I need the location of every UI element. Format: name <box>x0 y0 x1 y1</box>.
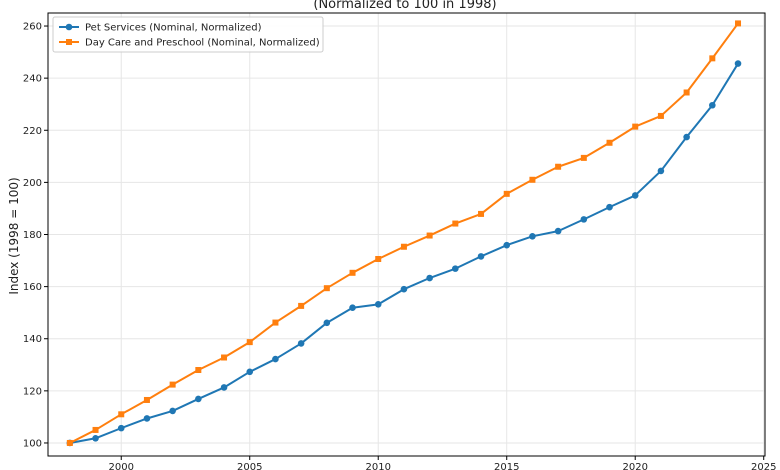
data-point <box>195 367 202 374</box>
data-point <box>580 154 587 161</box>
grid <box>48 13 765 456</box>
data-point <box>709 55 716 62</box>
series-layer <box>66 20 742 447</box>
legend-marker <box>66 39 72 45</box>
data-point <box>426 274 433 282</box>
data-point <box>375 255 382 262</box>
x-tick-label: 2005 <box>237 462 262 470</box>
series-line <box>69 22 739 444</box>
x-tick-label: 2015 <box>494 462 519 470</box>
legend-item: Day Care and Preschool (Nominal, Normali… <box>59 38 320 49</box>
data-point <box>143 396 150 403</box>
data-point <box>606 139 613 146</box>
data-point <box>400 285 408 293</box>
y-tick-label: 200 <box>23 178 42 189</box>
data-point <box>709 101 716 109</box>
data-point <box>220 384 228 391</box>
data-point <box>426 232 433 239</box>
data-point <box>477 253 485 260</box>
data-point <box>529 176 536 183</box>
x-tick-label: 2025 <box>751 462 776 470</box>
series-1 <box>66 60 742 447</box>
x-axis: 2000 2005 2010 2015 2020 2025 <box>109 456 776 470</box>
data-point <box>554 227 562 235</box>
data-point <box>452 265 459 272</box>
data-point <box>246 368 254 376</box>
y-tick-label: 100 <box>23 438 42 449</box>
data-point <box>452 220 459 227</box>
y-tick-label: 260 <box>23 22 42 33</box>
data-point <box>169 381 176 388</box>
data-point <box>323 285 330 292</box>
data-point <box>297 340 305 347</box>
data-point <box>323 319 331 327</box>
y-tick-label: 120 <box>23 386 42 397</box>
legend-label: Day Care and Preschool (Nominal, Normali… <box>85 38 320 49</box>
data-point <box>349 304 356 312</box>
legend: Pet Services (Nominal, Normalized) Day Ca… <box>52 16 324 53</box>
data-point <box>118 411 125 418</box>
legend-label: Pet Services (Nominal, Normalized) <box>85 23 262 34</box>
x-tick-label: 2020 <box>622 462 647 470</box>
data-point <box>529 233 536 240</box>
legend-item: Pet Services (Nominal, Normalized) <box>59 23 262 34</box>
data-point <box>683 133 690 141</box>
y-tick-label: 140 <box>23 334 42 345</box>
data-point <box>246 339 253 346</box>
y-tick-label: 160 <box>23 282 42 293</box>
data-point <box>298 302 305 309</box>
data-point <box>92 426 99 433</box>
data-point <box>221 354 228 361</box>
legend-marker <box>65 23 73 31</box>
data-point <box>632 123 639 130</box>
data-point <box>349 269 356 276</box>
data-point <box>503 190 510 197</box>
data-point <box>631 192 639 199</box>
data-point <box>92 434 99 442</box>
legend-box <box>52 16 324 53</box>
data-point <box>195 395 202 403</box>
data-point <box>272 355 279 363</box>
data-point <box>735 20 742 27</box>
data-point <box>606 203 613 211</box>
x-tick-label: 2000 <box>109 462 134 470</box>
y-tick-label: 240 <box>23 74 42 85</box>
data-point <box>272 319 279 326</box>
data-point <box>657 167 665 175</box>
data-point <box>143 415 151 422</box>
data-point <box>117 424 125 432</box>
data-point <box>683 89 690 96</box>
data-point <box>503 241 511 249</box>
data-point <box>374 301 382 308</box>
data-point <box>400 243 407 250</box>
y-axis-label: Index (1998 = 100) <box>7 177 21 294</box>
data-point <box>580 216 588 223</box>
chart-title: (Normalized to 100 in 1998) <box>313 0 496 12</box>
data-point <box>657 112 664 119</box>
data-point <box>555 163 562 170</box>
y-tick-label: 180 <box>23 230 42 241</box>
data-point <box>734 60 742 67</box>
data-point <box>169 407 176 415</box>
data-point <box>66 439 73 446</box>
y-tick-label: 220 <box>23 126 42 137</box>
data-point <box>478 210 485 217</box>
x-tick-label: 2010 <box>366 462 391 470</box>
y-axis: 100 120 140 160 180 200 220 240 260 <box>23 22 48 449</box>
series-2 <box>66 20 742 446</box>
